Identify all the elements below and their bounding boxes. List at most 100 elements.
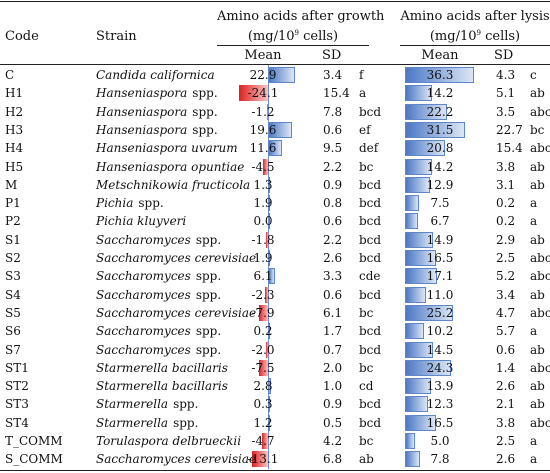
- lysis-mean-value: 25.2: [426, 305, 454, 320]
- strain-spp: spp.: [192, 122, 218, 137]
- growth-sd-value: 15.4: [323, 86, 350, 101]
- code-cell: H1: [5, 86, 24, 101]
- strain-genus: Starmerella bacillaris: [96, 360, 228, 375]
- growth-mean-bar: [268, 414, 270, 431]
- strain-genus: Pichia kluyveri: [96, 214, 187, 229]
- growth-mean-bar: [268, 213, 270, 230]
- code-cell: S6: [5, 324, 21, 339]
- strain-header: Strain: [96, 29, 137, 44]
- lysis-mean-bar: [405, 433, 415, 449]
- code-cell: S1: [5, 232, 21, 247]
- lysis-group-letter: ab: [530, 177, 545, 192]
- growth-mean-bar: [268, 378, 272, 395]
- strain-genus: Saccharomyces: [96, 342, 191, 357]
- lysis-mean-value: 5.0: [430, 434, 450, 448]
- lysis-mean-bar: [405, 250, 437, 266]
- strain-spp: spp.: [192, 104, 218, 119]
- growth-group-letter: bcd: [359, 324, 382, 339]
- lysis-sd-value: 5.7: [496, 324, 516, 339]
- strain-genus: Hanseniaspora: [96, 104, 188, 119]
- growth-sd-value: 0.7: [323, 342, 343, 357]
- growth-mean-bar: [252, 451, 268, 468]
- strain-cell: Saccharomyces spp.: [96, 325, 221, 337]
- lysis-mean-bar: [405, 414, 437, 431]
- strain-spp: spp.: [195, 287, 222, 302]
- strain-cell: Saccharomyces cerevisiae: [96, 453, 256, 465]
- lysis-sd-value: 3.4: [496, 287, 516, 302]
- growth-mean-bar: [262, 433, 268, 449]
- code-cell: P1: [5, 196, 21, 211]
- growth-group-letter: ab: [359, 452, 374, 467]
- strain-cell: Saccharomyces spp.: [96, 344, 221, 356]
- strain-cell: Candida californica: [96, 69, 215, 81]
- growth-sd-value: 7.8: [323, 104, 343, 119]
- lysis-underline: [400, 45, 550, 46]
- strain-genus: Hanseniaspora: [96, 86, 188, 101]
- growth-sd-value: 0.5: [323, 415, 343, 430]
- lysis-group-letter: ab: [530, 86, 545, 101]
- growth-mean-value: 0.0: [253, 214, 273, 229]
- strain-genus: Saccharomyces: [96, 324, 191, 339]
- lysis-mean-bar: [405, 268, 438, 285]
- growth-mean-value: 19.6: [249, 122, 277, 137]
- strain-genus: Hanseniaspora uvarum: [96, 141, 238, 156]
- lysis-sd-value: 0.2: [496, 196, 516, 211]
- growth-mean-value: -1.2: [251, 104, 275, 119]
- lysis-group-letter: ab: [530, 232, 545, 247]
- lysis-mean-bar: [405, 286, 426, 303]
- growth-sd-header: SD: [322, 48, 342, 63]
- growth-mean-value: 1.9: [253, 196, 273, 211]
- growth-mean-value: -13.1: [247, 452, 279, 467]
- lysis-group-letter: abc: [530, 269, 550, 284]
- code-header: Code: [5, 29, 39, 44]
- growth-mean-value: -7.5: [251, 360, 275, 375]
- lysis-mean-bar: [405, 378, 432, 395]
- growth-mean-value: -4.5: [251, 159, 275, 174]
- growth-group-letter: bcd: [359, 287, 382, 302]
- lysis-sd-value: 3.8: [496, 415, 516, 430]
- growth-sd-value: 0.9: [323, 177, 343, 192]
- code-cell: S5: [5, 305, 21, 320]
- growth-group-letter: cd: [359, 379, 374, 394]
- lysis-sd-value: 3.1: [496, 177, 516, 192]
- lysis-group-letter: a: [530, 214, 538, 229]
- lysis-mean-value: 16.5: [426, 415, 454, 430]
- lysis-sd-value: 15.4: [496, 141, 523, 156]
- growth-sd-value: 0.9: [323, 397, 343, 412]
- strain-genus: Candida californica: [96, 68, 215, 82]
- strain-genus: Saccharomyces: [96, 269, 191, 284]
- growth-sd-value: 0.6: [323, 214, 343, 229]
- lysis-sd-header: SD: [494, 48, 514, 63]
- lysis-group-letter: ab: [530, 397, 545, 412]
- lysis-group-letter: abc: [530, 104, 550, 119]
- lysis-units: (mg/109 cells): [429, 29, 521, 44]
- lysis-mean-bar: [405, 121, 465, 138]
- lysis-group-letter: a: [530, 196, 538, 211]
- lysis-mean-bar: [405, 341, 433, 358]
- growth-sd-value: 0.6: [323, 287, 343, 302]
- lysis-mean-bar: [405, 304, 453, 321]
- strain-genus: Saccharomyces cerevisiae: [96, 452, 257, 467]
- growth-group-letter: cde: [359, 269, 381, 284]
- growth-mean-bar: [265, 286, 268, 303]
- lysis-group-letter: ab: [530, 287, 545, 302]
- lysis-mean-bar: [405, 396, 429, 413]
- strain-cell: Saccharomyces spp.: [96, 270, 221, 282]
- lysis-mean-bar: [405, 231, 434, 248]
- growth-mean-value: 22.9: [249, 68, 277, 82]
- growth-mean-value: 11.6: [249, 141, 277, 156]
- strain-genus: Pichia: [96, 196, 134, 211]
- strain-spp: spp.: [138, 196, 164, 211]
- strain-genus: Metschnikowia fructicola: [96, 177, 251, 192]
- strain-genus: Starmerella bacillaris: [96, 379, 228, 394]
- growth-group-letter: bcd: [359, 251, 382, 265]
- strain-cell: Saccharomyces spp.: [96, 289, 221, 301]
- bottom-rule: [0, 470, 550, 471]
- growth-group-letter: ef: [359, 122, 371, 137]
- growth-group-letter: bcd: [359, 177, 382, 192]
- lysis-mean-value: 20.8: [426, 141, 454, 156]
- lysis-group-letter: bc: [530, 122, 545, 137]
- lysis-sd-value: 22.7: [496, 122, 523, 137]
- lysis-mean-bar: [405, 451, 420, 468]
- growth-mean-value: -24.1: [247, 86, 279, 101]
